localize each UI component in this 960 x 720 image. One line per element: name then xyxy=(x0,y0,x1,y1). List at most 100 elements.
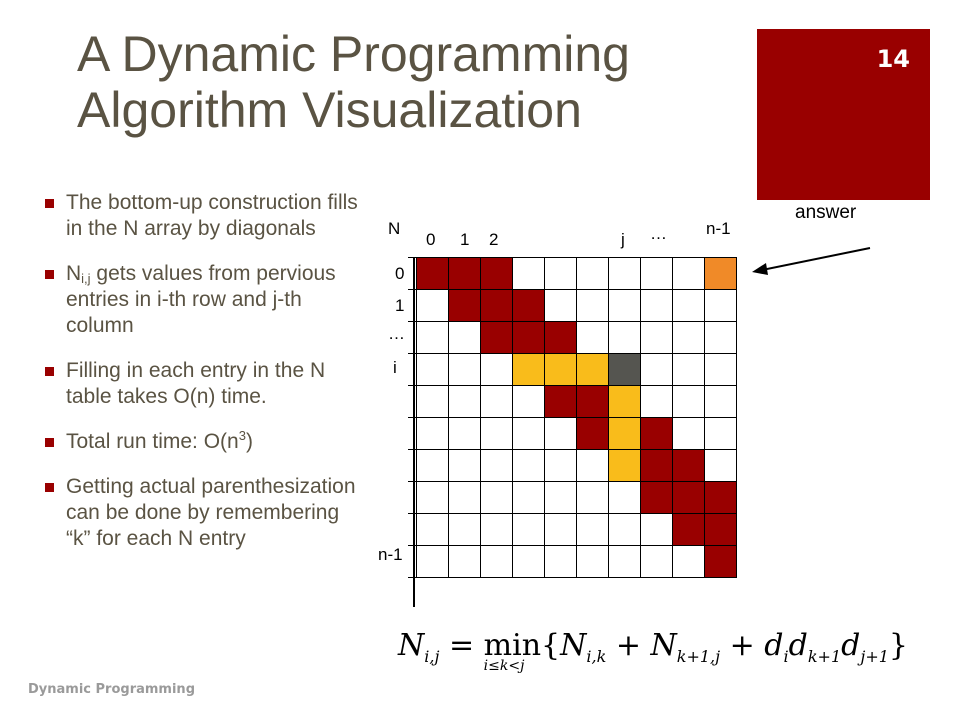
bullet-item: Getting actual parenthesization can be d… xyxy=(45,474,365,552)
bullet-subscript: i,j xyxy=(81,271,91,286)
table-cell xyxy=(545,290,577,322)
formula-lhs: N xyxy=(398,628,425,663)
table-cell xyxy=(577,258,609,290)
formula-term-3a-sub: i xyxy=(783,647,789,666)
table-cell xyxy=(705,450,737,482)
table-cell xyxy=(481,450,513,482)
table-cell xyxy=(641,514,673,546)
table-cell xyxy=(577,322,609,354)
table-cell-dependency xyxy=(513,354,545,386)
table-cell xyxy=(673,354,705,386)
bullet-text: The bottom-up construction fills in the … xyxy=(66,191,358,240)
table-cell xyxy=(417,546,449,578)
table-cell xyxy=(577,546,609,578)
table-cell xyxy=(577,290,609,322)
table-cell-filled xyxy=(513,322,545,354)
table-cell-filled xyxy=(705,514,737,546)
table-cell-filled xyxy=(513,290,545,322)
axis-tick xyxy=(408,417,416,418)
table-cell xyxy=(609,258,641,290)
formula-term-1-sub: i,k xyxy=(586,647,607,666)
table-cell xyxy=(673,290,705,322)
table-cell xyxy=(545,514,577,546)
col-label-2: 2 xyxy=(489,230,499,249)
table-cell xyxy=(545,418,577,450)
col-label-j: j xyxy=(621,230,625,249)
table-cell xyxy=(481,546,513,578)
table-cell-filled xyxy=(545,322,577,354)
bullet-text: Filling in each entry in the N table tak… xyxy=(66,359,326,408)
bullet-item: Filling in each entry in the N table tak… xyxy=(45,358,365,410)
table-cell-filled xyxy=(705,546,737,578)
table-cell xyxy=(577,514,609,546)
table-cell xyxy=(609,546,641,578)
formula-term-3c-sub: j+1 xyxy=(860,647,889,666)
table-cell xyxy=(417,450,449,482)
formula-term-3c: d xyxy=(841,628,861,663)
slide-footer: Dynamic Programming xyxy=(28,682,195,697)
table-cell xyxy=(513,418,545,450)
square-bullet-icon xyxy=(45,438,54,447)
table-cell-current xyxy=(609,354,641,386)
formula-min: min i≤k<j xyxy=(483,628,542,674)
col-label-1: 1 xyxy=(460,230,470,249)
answer-label: answer xyxy=(795,202,857,223)
formula-term-3b-sub: k+1 xyxy=(807,647,842,666)
row-axis-line xyxy=(413,257,415,607)
table-cell xyxy=(609,290,641,322)
table-cell-answer xyxy=(705,258,737,290)
table-cell xyxy=(705,322,737,354)
table-cell xyxy=(513,514,545,546)
table-cell-filled xyxy=(481,322,513,354)
table-cell xyxy=(673,546,705,578)
table-cell xyxy=(449,546,481,578)
table-cell xyxy=(641,258,673,290)
title-line-1: A Dynamic Programming xyxy=(77,26,630,82)
axis-tick xyxy=(408,545,416,546)
table-cell xyxy=(417,514,449,546)
table-cell xyxy=(513,258,545,290)
table-cell xyxy=(481,418,513,450)
axis-tick xyxy=(408,321,416,322)
formula-term-1: N xyxy=(560,628,587,663)
table-cell xyxy=(641,322,673,354)
table-cell xyxy=(705,290,737,322)
bullet-item: The bottom-up construction fills in the … xyxy=(45,190,365,242)
table-cell xyxy=(417,354,449,386)
bullet-text-pre: N xyxy=(66,262,82,285)
col-label-0: 0 xyxy=(426,230,436,249)
square-bullet-icon xyxy=(45,270,54,279)
formula-range: i≤k<j xyxy=(483,658,525,674)
formula-term-3b: d xyxy=(788,628,808,663)
table-cell xyxy=(513,386,545,418)
axis-tick xyxy=(408,577,416,578)
table-cell xyxy=(545,450,577,482)
axis-tick xyxy=(408,257,416,258)
table-cell-dependency xyxy=(609,450,641,482)
bullet-text-post: ) xyxy=(245,430,253,453)
table-cell xyxy=(673,386,705,418)
square-bullet-icon xyxy=(45,483,54,492)
table-cell xyxy=(417,290,449,322)
table-cell xyxy=(609,322,641,354)
axis-tick xyxy=(408,449,416,450)
answer-arrow-icon xyxy=(752,247,871,275)
table-cell xyxy=(481,482,513,514)
formula-lhs-sub: i,j xyxy=(424,647,440,666)
table-cell xyxy=(481,514,513,546)
table-cell xyxy=(577,482,609,514)
table-cell xyxy=(673,418,705,450)
table-cell xyxy=(641,290,673,322)
table-cell-filled xyxy=(705,482,737,514)
bullet-text: Getting actual parenthesization can be d… xyxy=(66,475,356,550)
square-bullet-icon xyxy=(45,367,54,376)
table-cell xyxy=(705,354,737,386)
table-cell-dependency xyxy=(609,418,641,450)
bullet-superscript: 3 xyxy=(238,428,246,443)
col-label-n-1: n-1 xyxy=(706,219,731,238)
page-number-box: 14 xyxy=(757,29,930,200)
bullet-item: Total run time: O(n3) xyxy=(45,429,365,455)
table-cell xyxy=(705,418,737,450)
table-cell-filled xyxy=(449,290,481,322)
table-cell xyxy=(545,258,577,290)
